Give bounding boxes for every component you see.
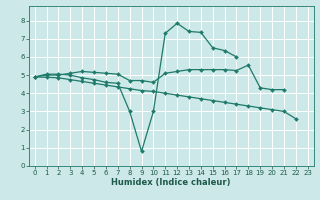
X-axis label: Humidex (Indice chaleur): Humidex (Indice chaleur) xyxy=(111,178,231,187)
